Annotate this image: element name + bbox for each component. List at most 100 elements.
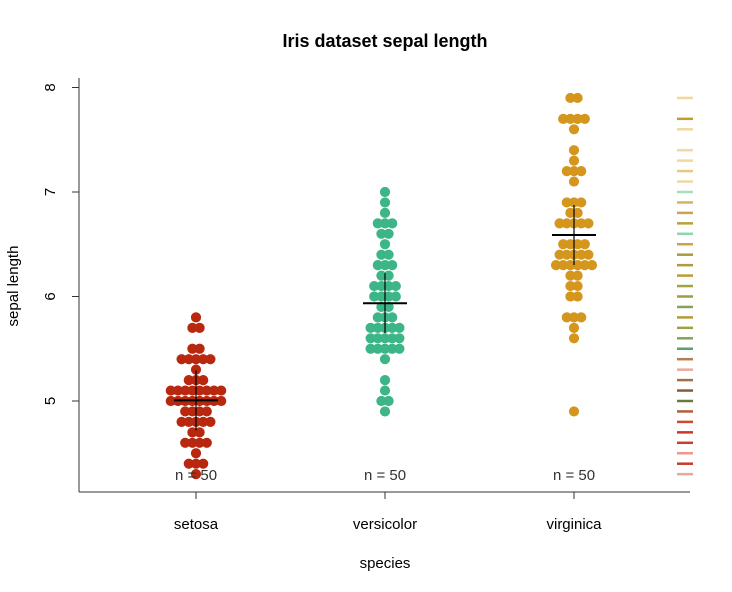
color-rug (677, 96, 693, 476)
data-point (198, 416, 209, 427)
data-point (579, 239, 590, 250)
data-point (572, 260, 583, 271)
data-point (383, 280, 394, 292)
y-tick-label: 6 (42, 292, 59, 300)
data-point (379, 343, 391, 354)
data-point (183, 354, 194, 365)
data-point (390, 280, 401, 292)
data-point (190, 448, 202, 459)
data-point (201, 437, 212, 448)
data-point (579, 113, 590, 124)
data-point (190, 312, 202, 323)
data-point (379, 385, 391, 396)
count-label: n = 50 (553, 467, 595, 484)
data-point (379, 354, 391, 365)
data-point (372, 312, 383, 323)
data-point (561, 312, 572, 323)
data-point (198, 458, 209, 469)
count-labels: n = 50 n = 50 n = 50 (175, 467, 595, 484)
data-point (379, 406, 391, 417)
y-tick-label: 7 (42, 188, 59, 196)
data-point (372, 343, 383, 354)
data-point (180, 437, 191, 448)
data-point (568, 312, 580, 323)
data-point (379, 207, 391, 218)
data-point (183, 416, 194, 427)
data-point (568, 333, 580, 344)
data-point (379, 260, 391, 271)
data-point (190, 458, 202, 469)
data-point (565, 280, 576, 292)
data-point (383, 395, 394, 407)
data-point (376, 280, 387, 292)
data-point (390, 291, 401, 302)
data-point (365, 333, 376, 344)
data-point (550, 260, 562, 271)
data-point (572, 113, 583, 124)
data-point (187, 427, 198, 438)
data-point (208, 385, 220, 396)
count-label: n = 50 (364, 467, 406, 484)
data-point (176, 416, 187, 427)
data-point (165, 395, 176, 407)
data-point (561, 249, 572, 260)
data-point (372, 322, 383, 333)
data-point (576, 249, 587, 260)
y-axis-label: sepal length (5, 246, 22, 327)
data-point (554, 218, 565, 229)
data-point (586, 260, 598, 271)
data-point (565, 260, 576, 271)
data-point (572, 92, 583, 104)
data-point (558, 113, 569, 124)
data-point (568, 166, 580, 177)
data-point (205, 354, 216, 365)
data-point (568, 155, 580, 166)
data-point (579, 260, 590, 271)
data-point (568, 145, 580, 156)
data-point (576, 218, 587, 229)
data-point (568, 322, 580, 333)
data-point (379, 375, 391, 386)
data-point (387, 333, 398, 344)
axes: 5 6 7 8 setosa versicolor virginica (42, 78, 690, 533)
data-point (568, 197, 580, 208)
data-point (376, 270, 387, 281)
data-point (198, 354, 209, 365)
data-point (372, 333, 383, 344)
data-point (568, 176, 580, 187)
data-point (176, 354, 187, 365)
data-point (379, 239, 391, 250)
data-point (190, 354, 202, 365)
data-point (183, 458, 194, 469)
data-point (572, 270, 583, 281)
data-point (572, 207, 583, 218)
data-point (183, 375, 194, 386)
data-point (372, 260, 383, 271)
data-point (180, 385, 191, 396)
data-point (201, 385, 212, 396)
data-point (376, 228, 387, 239)
data-point (568, 124, 580, 135)
data-point (572, 280, 583, 292)
data-point (565, 113, 576, 124)
data-point (194, 385, 205, 396)
data-point (194, 427, 205, 438)
data-point (554, 249, 565, 260)
data-point (369, 280, 380, 292)
x-tick-label: setosa (174, 516, 219, 533)
data-point (565, 92, 576, 104)
data-point (394, 333, 405, 344)
data-point (365, 322, 376, 333)
data-point (165, 385, 176, 396)
mean-markers (174, 205, 596, 431)
data-point (561, 197, 572, 208)
chart-title: Iris dataset sepal length (282, 31, 487, 51)
data-point (376, 291, 387, 302)
data-point (198, 375, 209, 386)
data-point (565, 239, 576, 250)
data-point (576, 197, 587, 208)
data-point (387, 218, 398, 229)
data-point (201, 406, 212, 417)
x-tick-label: virginica (546, 516, 602, 533)
data-point (568, 406, 580, 417)
